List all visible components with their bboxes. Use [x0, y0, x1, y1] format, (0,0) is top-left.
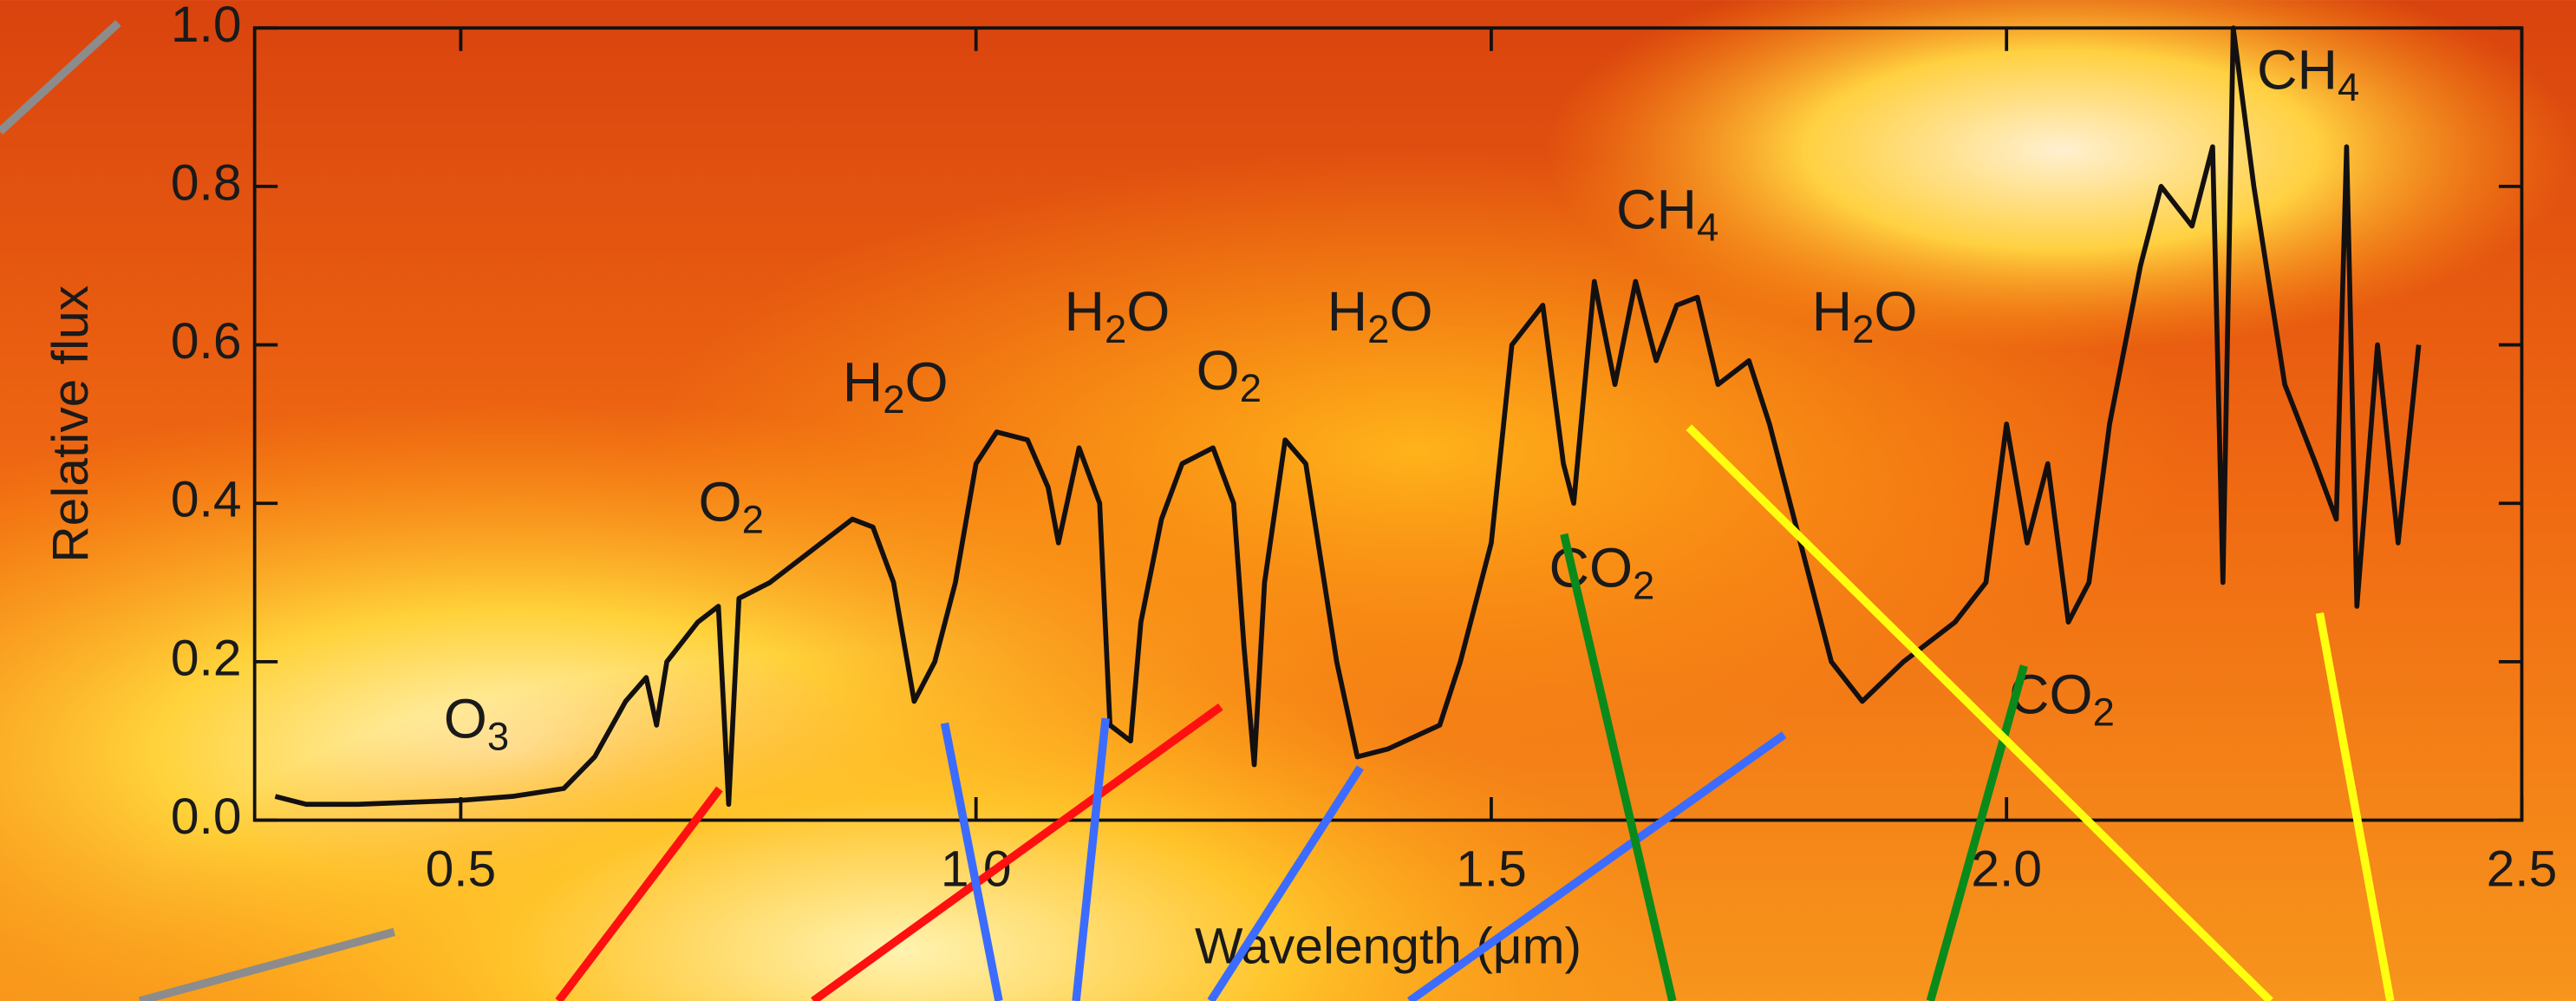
y-tick-label: 0.0 [171, 788, 242, 845]
annotation-subscript: 4 [1697, 205, 1718, 249]
annotation-text: CH [2257, 38, 2338, 101]
y-tick-label: 0.2 [171, 630, 242, 686]
annotation-subscript: 2 [2093, 690, 2115, 734]
annotation-subscript: 4 [2338, 65, 2359, 109]
x-tick-label: 1.5 [1456, 841, 1527, 898]
annotation-text: CO [1549, 536, 1633, 599]
page: {"chart_data": { "type": "line", "x_labe… [0, 0, 2576, 1001]
annotation-text: O [1874, 280, 1917, 343]
annotation-text: H [1327, 280, 1368, 343]
annotation-text: O [698, 471, 741, 533]
x-tick-label: 0.5 [426, 841, 497, 898]
annotation-subscript: 2 [883, 377, 904, 422]
y-tick-label: 0.4 [171, 472, 242, 528]
annotation-subscript: 3 [487, 715, 509, 759]
annotation-text: O [1197, 339, 1240, 402]
y-tick-label: 0.8 [171, 154, 242, 211]
annotation-subscript: 2 [742, 498, 764, 542]
annotation-subscript: 2 [1852, 307, 1874, 351]
annotation-text: O [1126, 280, 1170, 343]
annotation-text: O [905, 350, 949, 413]
annotation-text: H [1064, 280, 1105, 343]
annotation-subscript: 2 [1240, 366, 1262, 410]
y-axis-label: Relative flux [42, 285, 99, 563]
y-tick-label: 1.0 [171, 0, 242, 53]
chart: 0.00.20.40.60.81.00.51.01.52.02.5Wavelen… [0, 0, 2576, 1001]
background [0, 0, 2576, 1001]
x-tick-label: 2.5 [2487, 841, 2558, 898]
annotation-text: H [1812, 280, 1853, 343]
annotation-text: O [444, 688, 487, 750]
x-axis-label: Wavelength (μm) [1195, 919, 1581, 975]
x-tick-label: 2.0 [1971, 841, 2042, 898]
y-tick-label: 0.6 [171, 313, 242, 370]
annotation-text: O [1389, 280, 1432, 343]
annotation-text: H [843, 350, 884, 413]
annotation-subscript: 2 [1367, 307, 1389, 351]
annotation-subscript: 2 [1105, 307, 1126, 351]
annotation-text: CH [1616, 178, 1697, 240]
annotation-subscript: 2 [1633, 563, 1654, 607]
